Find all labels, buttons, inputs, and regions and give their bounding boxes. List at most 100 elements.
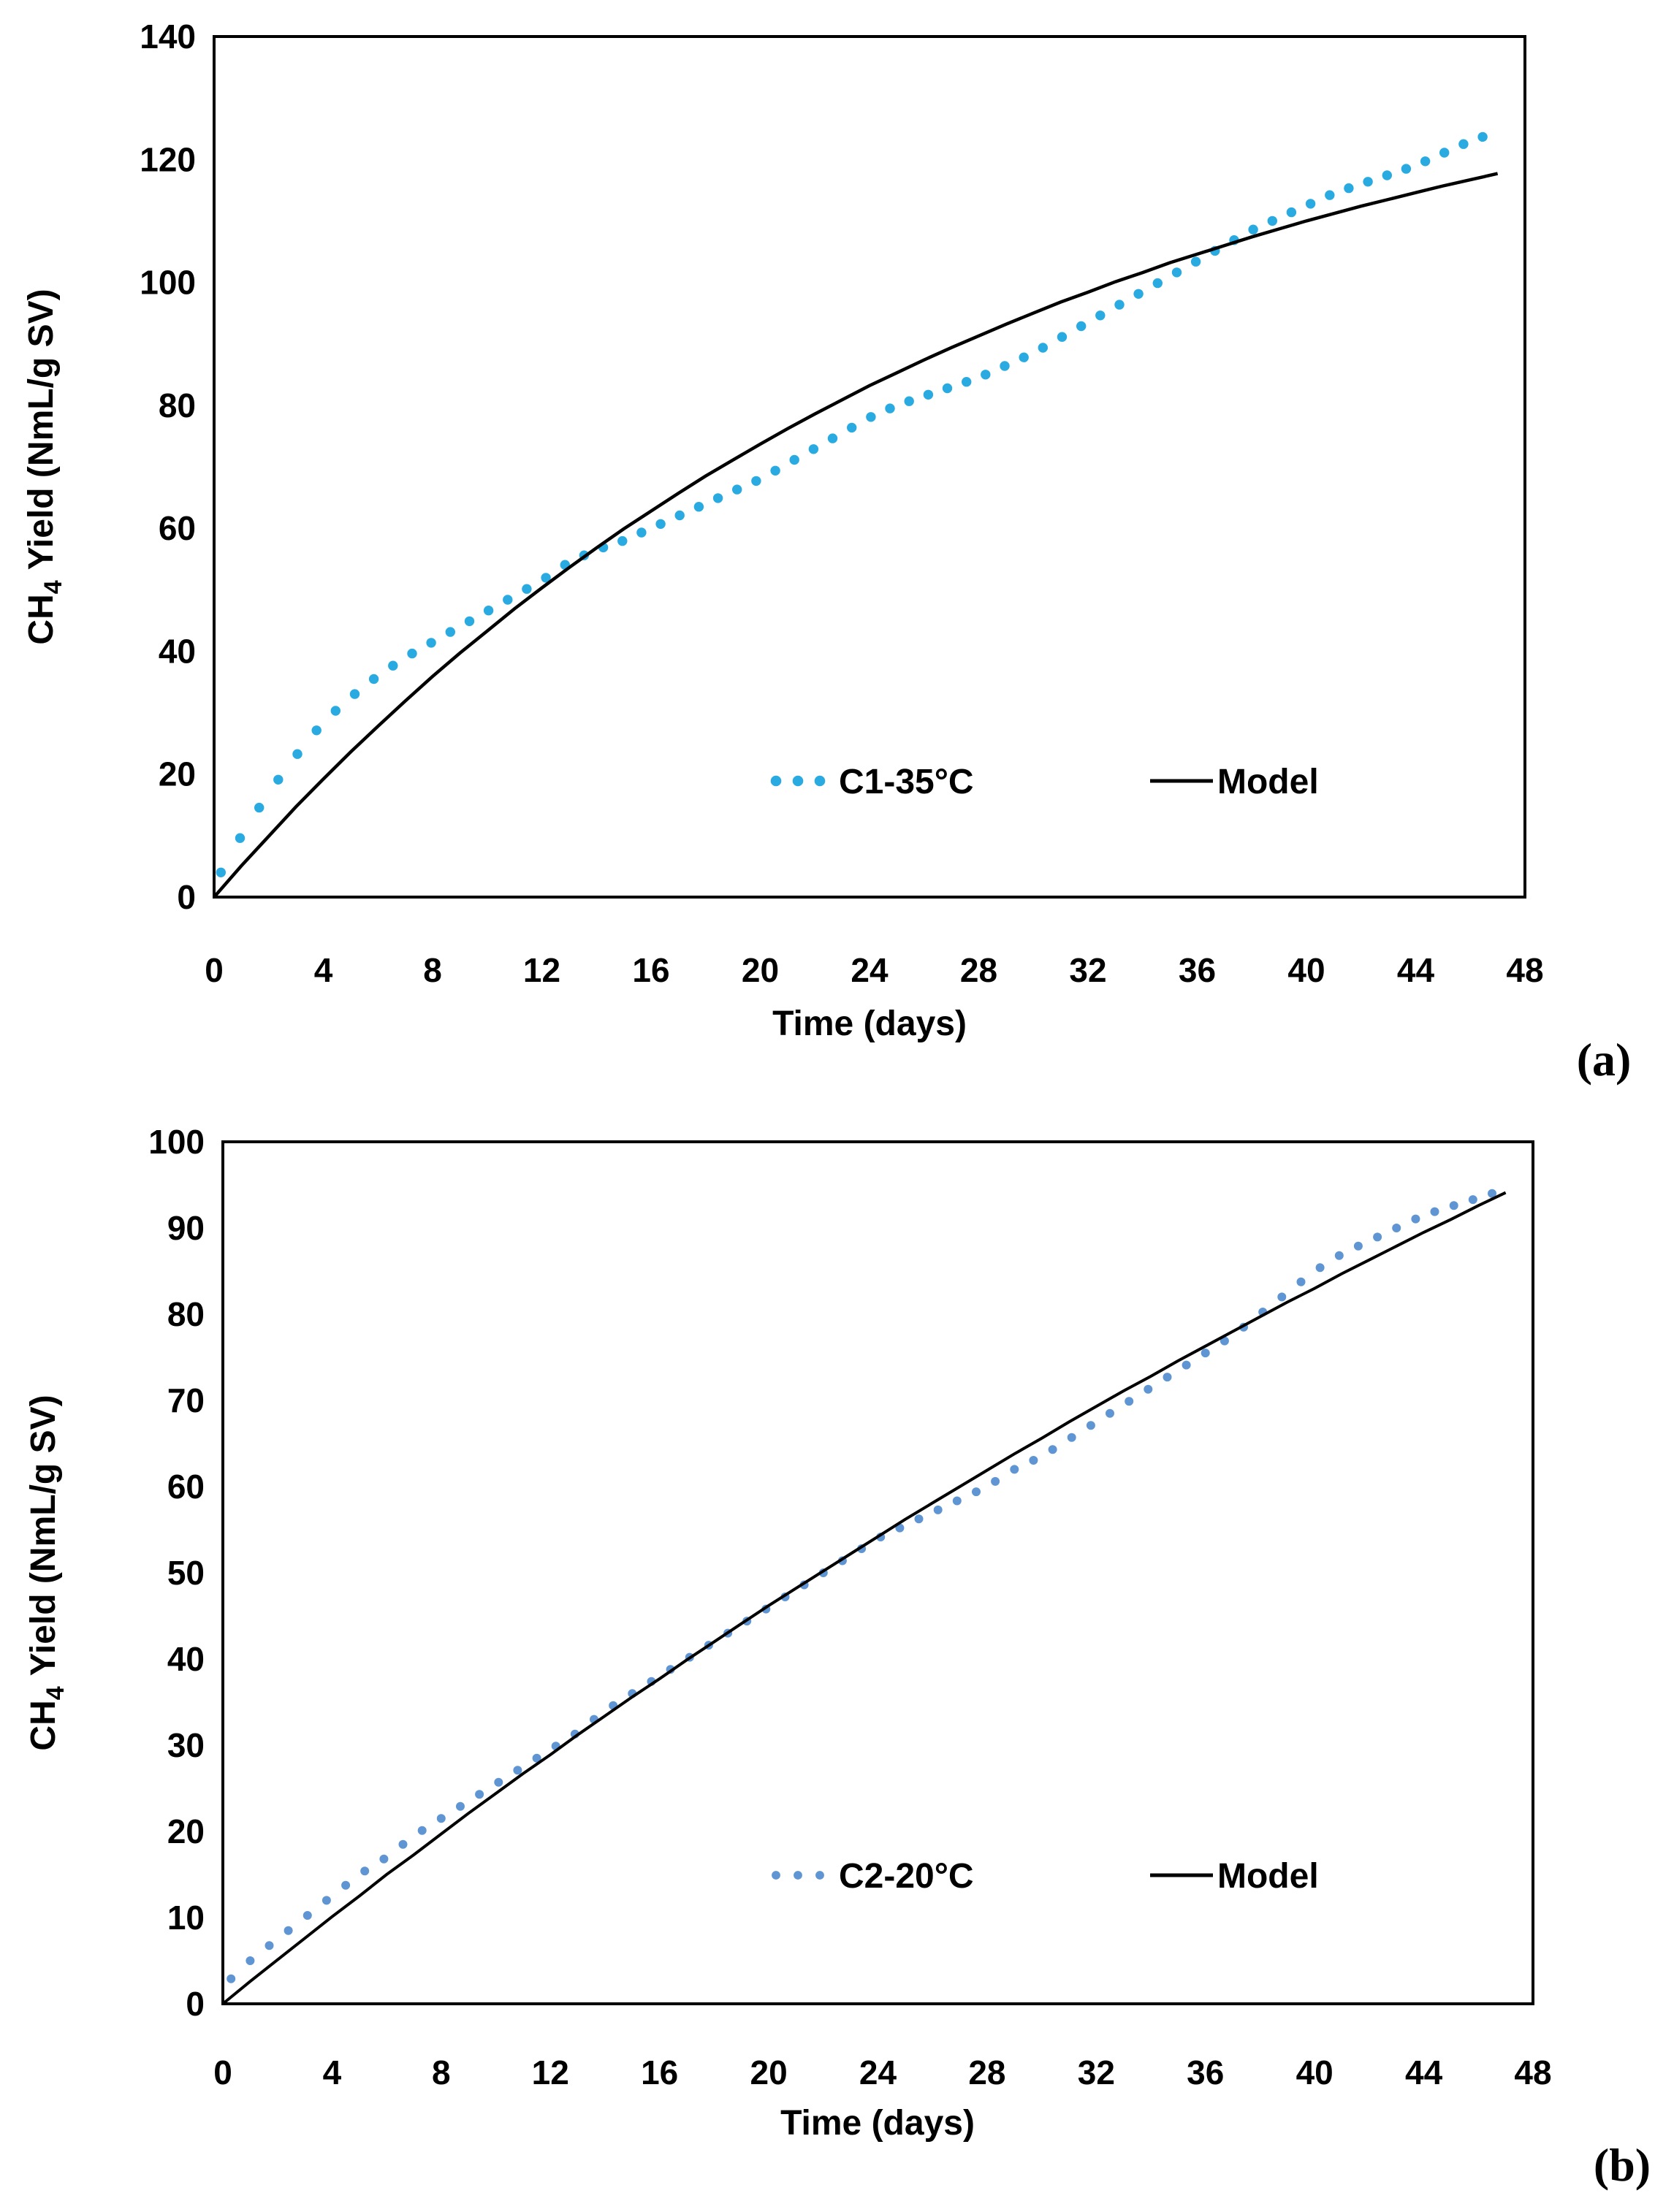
data-dot <box>1152 278 1163 289</box>
x-tick-label: 20 <box>750 2053 787 2091</box>
x-tick-label: 4 <box>323 2053 342 2091</box>
data-dot <box>273 774 284 785</box>
x-tick-label: 40 <box>1296 2053 1334 2091</box>
data-dot <box>513 1766 522 1775</box>
y-tick-label: 0 <box>177 878 196 916</box>
x-tick-label: 36 <box>1187 2053 1224 2091</box>
y-tick-label: 40 <box>167 1640 205 1678</box>
data-dot <box>1133 289 1144 299</box>
data-dot <box>303 1911 312 1920</box>
c1-35-c-dotted-series <box>216 131 1488 878</box>
data-dot <box>732 484 742 495</box>
y-tick-label: 80 <box>159 386 196 424</box>
y-axis-title: CH4Yield (NmL/g SV) <box>22 289 67 644</box>
data-dot <box>1334 1251 1344 1260</box>
data-dot <box>368 674 379 684</box>
data-dot <box>1010 1465 1019 1474</box>
plot-border <box>221 1140 1534 2005</box>
data-dot <box>904 396 914 406</box>
data-dot <box>322 1896 331 1905</box>
data-dot <box>1468 1195 1477 1205</box>
data-dot <box>398 1839 408 1849</box>
legend-label: Model <box>1217 1857 1319 1896</box>
data-dot <box>1076 321 1087 332</box>
data-dot <box>1344 183 1354 194</box>
data-dot <box>254 802 265 813</box>
data-dot <box>1382 170 1393 180</box>
data-dot <box>503 595 513 605</box>
data-dot <box>360 1866 370 1876</box>
data-dot <box>1038 343 1049 353</box>
data-dot <box>923 389 934 400</box>
x-axis-title: Time (days) <box>780 2104 975 2143</box>
legend-item-model: Model <box>1150 763 1319 801</box>
data-dot <box>712 493 723 503</box>
data-dot <box>1286 207 1297 218</box>
data-dot <box>522 584 532 594</box>
y-tick-label: 70 <box>167 1381 205 1419</box>
data-dot <box>1420 156 1431 167</box>
legend-dots-marker <box>772 1871 824 1880</box>
data-dot <box>1277 1292 1287 1302</box>
y-tick-label: 90 <box>167 1209 205 1247</box>
data-dot <box>751 476 761 487</box>
data-dot <box>1296 1277 1306 1286</box>
data-dot <box>246 1956 255 1965</box>
x-tick-label: 4 <box>314 951 333 989</box>
y-tick-label: 20 <box>167 1812 205 1850</box>
data-dot <box>1449 1201 1458 1210</box>
x-tick-label: 0 <box>205 951 224 989</box>
data-dot <box>417 1826 427 1835</box>
data-dot <box>426 638 436 648</box>
data-dot <box>617 535 628 546</box>
data-dot <box>1401 164 1412 174</box>
data-dot <box>235 833 246 843</box>
legend-item-model: Model <box>1150 1857 1319 1896</box>
legend-label: Model <box>1217 763 1319 801</box>
data-dot <box>1430 1207 1439 1216</box>
data-dot <box>1000 361 1010 371</box>
y-tick-label: 140 <box>140 18 196 56</box>
data-dot <box>942 383 953 394</box>
data-dot <box>311 725 322 736</box>
y-tick-label: 30 <box>167 1726 205 1764</box>
data-dot <box>1057 332 1068 342</box>
x-tick-label: 48 <box>1514 2053 1551 2091</box>
data-dot <box>1086 1421 1095 1430</box>
x-tick-label: 44 <box>1405 2053 1443 2091</box>
x-tick-label: 12 <box>532 2053 569 2091</box>
data-dot <box>227 1974 236 1983</box>
data-dot <box>379 1854 389 1864</box>
x-tick-label: 28 <box>960 951 997 989</box>
data-dot <box>1373 1232 1382 1242</box>
data-dot <box>292 749 303 759</box>
x-tick-label: 16 <box>632 951 669 989</box>
x-tick-label: 0 <box>213 2053 232 2091</box>
data-dot <box>1248 224 1258 234</box>
data-dot <box>1171 267 1182 278</box>
data-dot <box>1353 1241 1363 1251</box>
x-tick-label: 32 <box>1069 951 1106 989</box>
data-dot <box>962 377 972 387</box>
data-dot <box>1220 1336 1229 1346</box>
data-dot <box>1182 1360 1191 1370</box>
data-dot <box>636 527 647 538</box>
data-dot <box>1067 1433 1076 1442</box>
data-dot <box>1095 310 1106 321</box>
data-dot <box>475 1790 484 1799</box>
data-dot <box>541 573 551 583</box>
data-dot <box>1201 1349 1210 1358</box>
data-dot <box>436 1814 446 1823</box>
y-axis-title: CH4Yield (NmL/g SV) <box>24 1395 69 1750</box>
y-tick-label: 120 <box>140 140 196 178</box>
legend-item-c2-20-c: C2-20°C <box>772 1857 974 1896</box>
data-dot <box>265 1941 274 1950</box>
data-dot <box>991 1476 1000 1486</box>
data-dot <box>445 627 455 637</box>
data-dot <box>388 660 398 671</box>
c2-20-c-dotted-series <box>227 1189 1496 1983</box>
data-dot <box>1029 1456 1038 1465</box>
data-dot <box>1488 1189 1496 1198</box>
data-dot <box>349 689 360 699</box>
